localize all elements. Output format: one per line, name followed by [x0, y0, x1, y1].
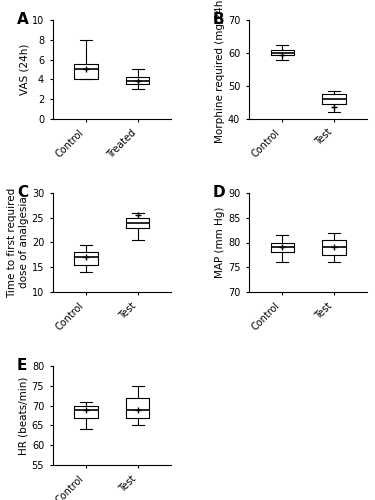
- Y-axis label: Time to first required
dose of analgesia: Time to first required dose of analgesia: [7, 188, 29, 298]
- Text: B: B: [213, 12, 225, 27]
- Text: C: C: [17, 185, 28, 200]
- Text: A: A: [17, 12, 28, 27]
- Y-axis label: HR (beats/min): HR (beats/min): [19, 376, 29, 454]
- Y-axis label: MAP (mm Hg): MAP (mm Hg): [215, 207, 225, 278]
- Y-axis label: VAS (24h): VAS (24h): [19, 44, 29, 95]
- Text: D: D: [213, 185, 226, 200]
- Text: E: E: [17, 358, 27, 373]
- Y-axis label: Morphine required (mg/24h): Morphine required (mg/24h): [215, 0, 225, 143]
